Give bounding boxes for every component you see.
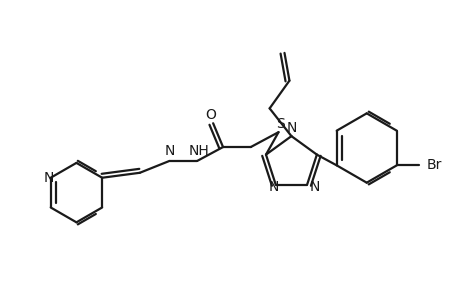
Text: O: O [205,108,216,122]
Text: N: N [164,144,174,158]
Text: Br: Br [425,158,441,172]
Text: N: N [285,121,296,135]
Text: N: N [44,171,54,185]
Text: N: N [268,179,278,194]
Text: S: S [275,117,284,131]
Text: N: N [309,179,319,194]
Text: NH: NH [189,144,209,158]
